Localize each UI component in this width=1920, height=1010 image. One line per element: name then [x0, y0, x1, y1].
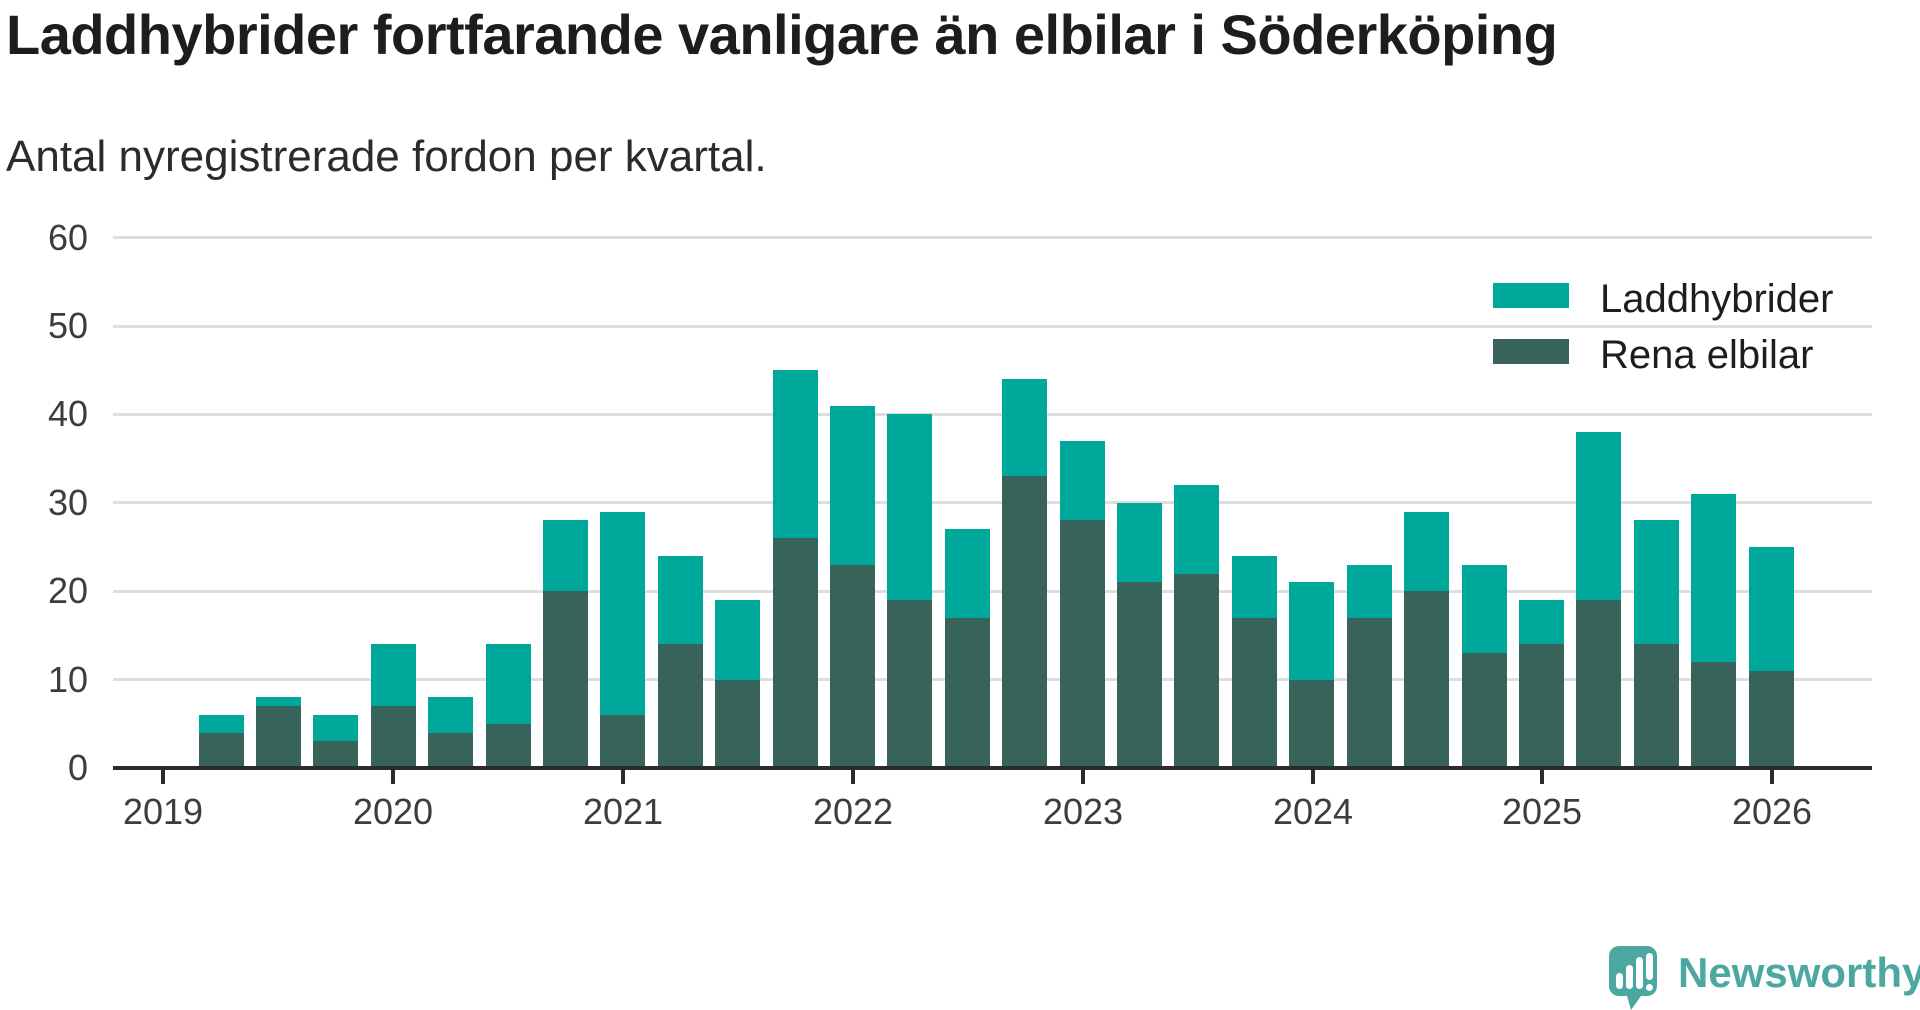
- bar-laddhybrider-2023-q3: [1174, 485, 1219, 574]
- legend-swatch-laddhybrider: [1493, 283, 1569, 308]
- bar-rena-elbilar-2020-q2: [428, 733, 473, 768]
- bar-laddhybrider-2024-q2: [1347, 565, 1392, 618]
- bar-laddhybrider-2021-q3: [715, 600, 760, 680]
- bar-rena-elbilar-2026-q1: [1749, 671, 1794, 768]
- y-axis-tick-label: 20: [47, 570, 88, 611]
- bar-rena-elbilar-2021-q3: [715, 680, 760, 768]
- bar-rena-elbilar-2021-q4: [773, 538, 818, 768]
- bar-rena-elbilar-2022-q4: [1002, 476, 1047, 768]
- x-axis-tick: [1540, 770, 1544, 784]
- gridline-y30: [113, 501, 1872, 504]
- gridline-y10: [113, 678, 1872, 681]
- bar-laddhybrider-2024-q4: [1462, 565, 1507, 653]
- y-axis-tick-label: 10: [47, 659, 88, 700]
- bar-rena-elbilar-2019-q4: [313, 741, 358, 768]
- bar-rena-elbilar-2023-q1: [1060, 520, 1105, 768]
- bar-rena-elbilar-2023-q2: [1117, 582, 1162, 768]
- bar-rena-elbilar-2020-q1: [371, 706, 416, 768]
- bar-laddhybrider-2020-q2: [428, 697, 473, 733]
- bar-rena-elbilar-2020-q3: [486, 724, 531, 768]
- bar-laddhybrider-2021-q1: [600, 512, 645, 715]
- x-axis-tick: [851, 770, 855, 784]
- x-axis-year-label: 2021: [582, 791, 664, 832]
- bar-rena-elbilar-2025-q3: [1634, 644, 1679, 768]
- y-axis-tick-label: 60: [47, 217, 88, 258]
- bar-rena-elbilar-2020-q4: [543, 591, 588, 768]
- bar-rena-elbilar-2019-q3: [256, 706, 301, 768]
- bar-laddhybrider-2026-q1: [1749, 547, 1794, 671]
- bar-laddhybrider-2022-q4: [1002, 379, 1047, 476]
- newsworthy-logo: Newsworthy: [1607, 944, 1920, 1010]
- bar-rena-elbilar-2022-q1: [830, 565, 875, 768]
- bar-laddhybrider-2020-q4: [543, 520, 588, 591]
- bar-rena-elbilar-2019-q2: [199, 733, 244, 768]
- legend-swatch-rena-elbilar: [1493, 339, 1569, 364]
- legend-label-laddhybrider: Laddhybrider: [1600, 277, 1834, 321]
- bar-rena-elbilar-2023-q4: [1232, 618, 1277, 768]
- gridline-y60: [113, 236, 1872, 239]
- bar-laddhybrider-2021-q2: [658, 556, 703, 644]
- bar-laddhybrider-2025-q4: [1691, 494, 1736, 662]
- gridline-y20: [113, 590, 1872, 593]
- chart-title: Laddhybrider fortfarande vanligare än el…: [6, 3, 1558, 66]
- bar-laddhybrider-2025-q2: [1576, 432, 1621, 600]
- y-axis-tick-label: 30: [47, 482, 88, 523]
- bar-laddhybrider-2022-q1: [830, 406, 875, 565]
- x-axis-year-label: 2019: [122, 791, 204, 832]
- x-axis-year-label: 2023: [1042, 791, 1124, 832]
- bar-laddhybrider-2019-q2: [199, 715, 244, 733]
- x-axis-tick: [1770, 770, 1774, 784]
- x-axis-tick: [621, 770, 625, 784]
- newsworthy-wordmark: Newsworthy: [1678, 949, 1920, 996]
- x-axis-year-label: 2026: [1731, 791, 1813, 832]
- x-axis-year-label: 2024: [1272, 791, 1354, 832]
- x-axis-year-label: 2025: [1501, 791, 1583, 832]
- bar-rena-elbilar-2025-q1: [1519, 644, 1564, 768]
- bar-rena-elbilar-2025-q4: [1691, 662, 1736, 768]
- bar-rena-elbilar-2025-q2: [1576, 600, 1621, 768]
- gridline-y40: [113, 413, 1872, 416]
- bar-rena-elbilar-2021-q2: [658, 644, 703, 768]
- bar-laddhybrider-2023-q2: [1117, 503, 1162, 582]
- x-axis-tick: [1311, 770, 1315, 784]
- y-axis-tick-label: 50: [47, 305, 88, 346]
- x-axis-year-label: 2020: [352, 791, 434, 832]
- bar-laddhybrider-2025-q3: [1634, 520, 1679, 644]
- x-axis-tick: [161, 770, 165, 784]
- bar-laddhybrider-2022-q2: [887, 414, 932, 600]
- bar-laddhybrider-2023-q4: [1232, 556, 1277, 618]
- bar-laddhybrider-2024-q3: [1404, 512, 1449, 591]
- bar-rena-elbilar-2022-q2: [887, 600, 932, 768]
- bar-laddhybrider-2023-q1: [1060, 441, 1105, 520]
- y-axis-tick-label: 0: [67, 747, 88, 788]
- chart-subtitle: Antal nyregistrerade fordon per kvartal.: [6, 132, 767, 181]
- bar-rena-elbilar-2024-q2: [1347, 618, 1392, 768]
- bar-laddhybrider-2025-q1: [1519, 600, 1564, 644]
- x-axis-tick: [391, 770, 395, 784]
- newsworthy-speech-bubble-icon: [1609, 946, 1657, 1010]
- bar-laddhybrider-2020-q3: [486, 644, 531, 724]
- bar-laddhybrider-2020-q1: [371, 644, 416, 706]
- gridline-y50: [113, 325, 1872, 328]
- bar-rena-elbilar-2024-q4: [1462, 653, 1507, 768]
- x-axis-year-label: 2022: [812, 791, 894, 832]
- bar-laddhybrider-2019-q4: [313, 715, 358, 741]
- bar-laddhybrider-2019-q3: [256, 697, 301, 706]
- bar-rena-elbilar-2023-q3: [1174, 574, 1219, 768]
- legend-label-rena-elbilar: Rena elbilar: [1600, 333, 1814, 377]
- bar-rena-elbilar-2024-q3: [1404, 591, 1449, 768]
- x-axis-tick: [1081, 770, 1085, 784]
- bar-laddhybrider-2021-q4: [773, 370, 818, 538]
- bar-rena-elbilar-2022-q3: [945, 618, 990, 768]
- bar-rena-elbilar-2021-q1: [600, 715, 645, 768]
- y-axis-tick-label: 40: [47, 393, 88, 434]
- bar-laddhybrider-2022-q3: [945, 529, 990, 618]
- x-axis-line: [113, 766, 1872, 770]
- bar-rena-elbilar-2024-q1: [1289, 680, 1334, 768]
- bar-laddhybrider-2024-q1: [1289, 582, 1334, 680]
